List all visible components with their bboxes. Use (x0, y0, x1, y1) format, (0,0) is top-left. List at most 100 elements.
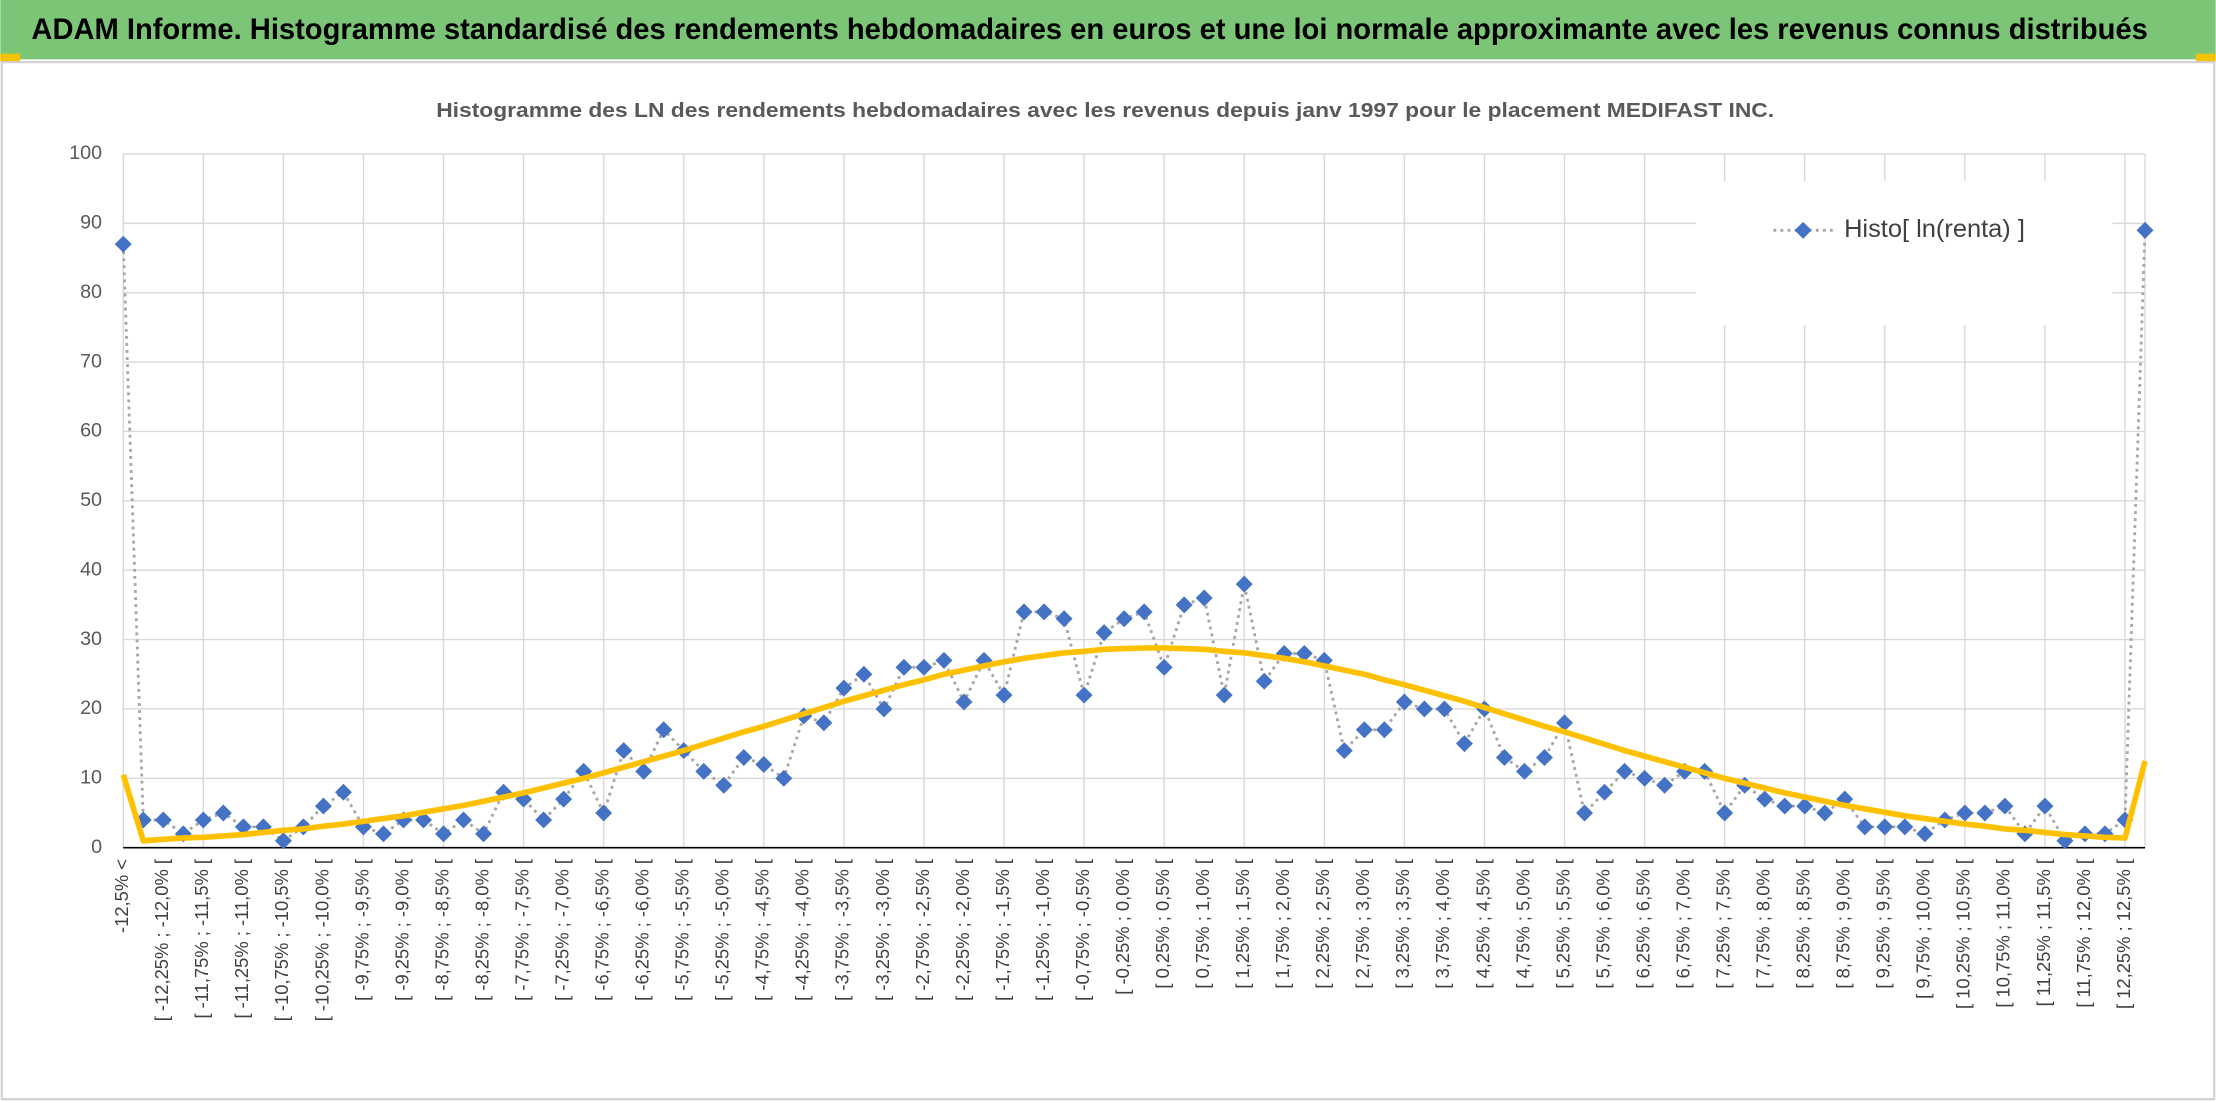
x-tick-label: [ -7,75% ; -7,5% [ (511, 859, 532, 1001)
x-tick-label: [ 7,25% ; 7,5% [ (1712, 859, 1733, 989)
x-tick-label: [ 10,75% ; 11,0% [ (1993, 859, 2014, 1008)
data-point (655, 721, 673, 739)
x-tick-label: [ 1,25% ; 1,5% [ (1232, 859, 1253, 989)
data-point (695, 762, 713, 780)
chart-frame (0, 61, 2216, 1101)
y-tick-label: 70 (80, 350, 102, 372)
data-point (775, 769, 793, 787)
y-tick-label: 60 (80, 420, 102, 442)
data-point (214, 804, 232, 822)
data-point (1816, 804, 1834, 822)
legend-label: Histo[ ln(renta) ] (1844, 215, 2025, 243)
x-tick-label: [ -3,25% ; -3,0% [ (872, 859, 893, 1001)
x-tick-label: [ -11,25% ; -11,0% [ (231, 859, 252, 1019)
x-tick-label: [ -5,75% ; -5,5% [ (672, 859, 693, 1001)
x-tick-label: [ 7,75% ; 8,0% [ (1753, 859, 1774, 989)
legend-box (1695, 180, 2113, 325)
x-tick-label: [ -1,25% ; -1,0% [ (1032, 859, 1053, 1001)
data-point (435, 825, 453, 843)
x-tick-label: [ 3,75% ; 4,0% [ (1432, 859, 1453, 989)
data-point (334, 783, 352, 801)
data-point (1115, 610, 1133, 628)
x-tick-label: [ 0,75% ; 1,0% [ (1192, 859, 1213, 989)
y-tick-label: 0 (91, 836, 102, 858)
x-tick-label: [ 11,25% ; 11,5% [ (2033, 859, 2054, 1006)
data-point (1796, 797, 1814, 815)
x-tick-label: [ 5,25% ; 5,5% [ (1552, 859, 1573, 989)
x-tick-label: [ -9,25% ; -9,0% [ (391, 859, 412, 1001)
x-tick-label: [ -0,75% ; -0,5% [ (1072, 859, 1093, 1001)
data-point (2036, 797, 2054, 815)
x-tick-label: [ -2,75% ; -2,5% [ (912, 859, 933, 1001)
x-tick-label: [ 6,75% ; 7,0% [ (1672, 859, 1693, 989)
data-point (815, 714, 833, 732)
data-point (2116, 811, 2134, 829)
data-point (375, 825, 392, 843)
x-tick-label: [ -4,25% ; -4,0% [ (792, 859, 813, 1001)
data-point (1195, 589, 1213, 607)
legend: Histo[ ln(renta) ] (1695, 180, 2113, 325)
data-point (1536, 749, 1553, 766)
data-point (1435, 700, 1453, 718)
x-tick-label: [ 9,25% ; 9,5% [ (1873, 859, 1894, 989)
y-tick-label: 50 (80, 489, 102, 511)
data-point (935, 651, 953, 669)
data-point (635, 762, 653, 780)
data-point (475, 825, 493, 843)
data-point (755, 755, 773, 773)
data-point (1996, 797, 2014, 815)
x-tick-label: [ 3,25% ; 3,5% [ (1392, 859, 1413, 989)
x-tick-label: [ 11,75% ; 12,0% [ (2073, 859, 2094, 1008)
data-point (1455, 735, 1473, 753)
data-point (1175, 596, 1193, 614)
data-point (1335, 742, 1353, 760)
x-tick-label: [ -10,75% ; -10,5% [ (271, 859, 292, 1021)
x-tick-label: [ -6,75% ; -6,5% [ (592, 859, 613, 1001)
data-point (455, 811, 473, 829)
x-tick-label: [ -6,25% ; -6,0% [ (632, 859, 653, 1001)
data-point (1215, 686, 1233, 704)
x-tick-label: [ 2,25% ; 2,5% [ (1312, 859, 1333, 989)
y-tick-label: 40 (80, 558, 102, 580)
data-point (1976, 804, 1994, 822)
x-tick-label: [ 6,25% ; 6,5% [ (1632, 859, 1653, 989)
x-tick-label: [ -3,75% ; -3,5% [ (832, 859, 853, 1001)
x-tick-label: [ 4,75% ; 5,0% [ (1512, 859, 1533, 989)
data-point (114, 235, 132, 253)
data-point (1155, 658, 1173, 676)
data-point (1616, 762, 1634, 780)
x-tick-label: [ 8,75% ; 9,0% [ (1833, 859, 1854, 989)
data-point (1015, 603, 1033, 621)
grid (122, 153, 2146, 849)
x-tick-label: [ -11,75% ; -11,5% [ (191, 859, 212, 1019)
data-point (735, 749, 753, 766)
x-tick-label: [ 12,25% ; 12,5% [ (2113, 859, 2134, 1009)
header-corner (2195, 53, 2216, 63)
x-tick-label: [ 10,25% ; 10,5% [ (1953, 859, 1974, 1009)
data-point (1896, 818, 1914, 836)
data-point (535, 811, 553, 829)
x-tick-label: [ 5,75% ; 6,0% [ (1592, 859, 1613, 989)
x-tick-label: [ -12,25% ; -12,0% [ (151, 859, 172, 1021)
chart-title: Histogramme des LN des rendements hebdom… (436, 99, 1774, 122)
data-point (194, 811, 212, 829)
x-tick-label: [ -8,75% ; -8,5% [ (431, 859, 452, 1001)
data-point (1856, 818, 1874, 836)
x-tick-label: [ 8,25% ; 8,5% [ (1793, 859, 1814, 989)
x-tick-label: [ -1,75% ; -1,5% [ (992, 859, 1013, 1001)
y-tick-label: 10 (80, 767, 102, 789)
data-point (1756, 790, 1774, 808)
data-point (1415, 700, 1433, 718)
data-point (1135, 603, 1153, 621)
x-tick-label: [ 4,25% ; 4,5% [ (1472, 859, 1493, 989)
data-point (915, 658, 933, 676)
data-point (715, 776, 733, 794)
data-point (1295, 644, 1313, 662)
data-point (555, 790, 573, 808)
data-point (615, 742, 633, 760)
data-point (955, 693, 973, 711)
data-point (1916, 825, 1934, 843)
data-point (1355, 721, 1373, 739)
x-tick-label: [ 0,25% ; 0,5% [ (1152, 859, 1173, 989)
